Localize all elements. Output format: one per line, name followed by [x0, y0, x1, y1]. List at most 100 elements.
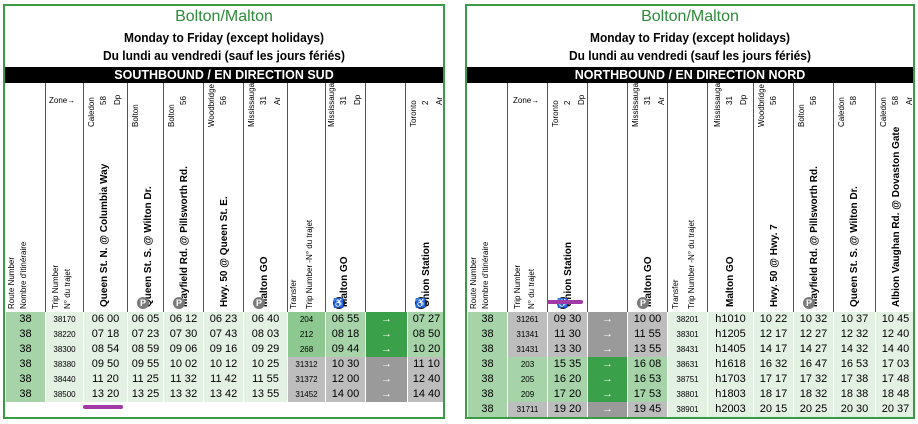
- table-cell: 10 20: [407, 342, 443, 357]
- table-cell: 17 17: [753, 372, 793, 387]
- table-cell: 31711: [507, 402, 547, 417]
- header-column: [507, 83, 547, 312]
- header-column: [667, 83, 707, 312]
- table-cell: 09 50: [83, 357, 127, 372]
- table-cell: 11 30: [547, 327, 587, 342]
- table-cell: 14 27: [793, 342, 833, 357]
- stop-dp-ar: Dp: [113, 94, 122, 105]
- table-cell: 38301: [667, 327, 707, 342]
- transfer-label: Transfer: [289, 279, 298, 310]
- table-cell: h1803: [707, 387, 753, 402]
- table-cell: 08 59: [127, 342, 163, 357]
- table-cell: 31341: [507, 327, 547, 342]
- table-cell: 10 22: [753, 312, 793, 327]
- table-cell: 10 00: [627, 312, 667, 327]
- timetable-header: Route Number Nombre d'itinéraire Zone→ Trip…: [467, 83, 913, 313]
- table-cell: 09 55: [127, 357, 163, 372]
- stop-name: Queen St. S. @ Wilton Dr.: [849, 186, 860, 307]
- table-cell: 204: [287, 312, 325, 327]
- table-cell: 19 45: [627, 402, 667, 417]
- table-cell: 18 17: [753, 387, 793, 402]
- table-cell: h1703: [707, 372, 753, 387]
- table-cell: 08 54: [83, 342, 127, 357]
- table-cell: 10 37: [833, 312, 875, 327]
- stop-dp-ar: Dp: [577, 94, 586, 105]
- header-column: [753, 83, 793, 312]
- table-cell: 10 32: [793, 312, 833, 327]
- stop-municipality: Toronto: [409, 100, 418, 127]
- table-cell: 31312: [287, 357, 325, 372]
- stop-municipality: Mississauga: [247, 82, 256, 127]
- transfer-trip-label: Trip Number -N° du trajet: [305, 219, 314, 309]
- service-days: Monday to Friday (except holidays): [589, 30, 791, 45]
- table-cell: 17 20: [547, 387, 587, 402]
- stop-zone: 2: [421, 100, 430, 105]
- header-column: [875, 83, 913, 312]
- table-cell: 13 30: [547, 342, 587, 357]
- transfer-arrow: →: [365, 387, 407, 402]
- table-cell: h1205: [707, 327, 753, 342]
- stop-municipality: Mississauga: [631, 82, 640, 127]
- header-column: [83, 83, 127, 312]
- table-cell: 38: [5, 387, 45, 402]
- service-days-fr: Du lundi au vendredi (sauf les jours fér…: [569, 48, 811, 63]
- stop-dp-ar: Ar: [905, 97, 914, 105]
- table-cell: 203: [507, 357, 547, 372]
- stop-name: Queen St. N. @ Columbia Way: [99, 163, 110, 307]
- header-column: [547, 83, 587, 312]
- header-column: [627, 83, 667, 312]
- table-cell: h2003: [707, 402, 753, 417]
- table-cell: 18 32: [793, 387, 833, 402]
- table-cell: 38801: [667, 387, 707, 402]
- table-row: 38 38380 09 50 09 55 10 02 10 12 10 25 31312 10 …: [5, 357, 443, 372]
- table-cell: 14 00: [325, 387, 365, 402]
- table-cell: 205: [507, 372, 547, 387]
- table-cell: 10 12: [203, 357, 243, 372]
- trip-number-label-fr: N° du trajet: [527, 268, 536, 309]
- table-cell: 12 00: [325, 372, 365, 387]
- transfer-arrow: →: [365, 357, 407, 372]
- table-cell: 06 40: [243, 312, 287, 327]
- stop-municipality: Bolton: [167, 104, 176, 127]
- table-cell: 38631: [667, 357, 707, 372]
- transfer-arrow: →: [587, 327, 627, 342]
- table-cell: 12 17: [753, 327, 793, 342]
- table-cell: 10 25: [243, 357, 287, 372]
- stop-zone: 56: [809, 96, 818, 105]
- table-cell: h1618: [707, 357, 753, 372]
- service-days: Monday to Friday (except holidays): [123, 30, 325, 45]
- stop-dp-ar: Ar: [657, 97, 666, 105]
- table-cell: 12 32: [833, 327, 875, 342]
- stop-zone: 56: [179, 96, 188, 105]
- table-cell: 38: [467, 312, 507, 327]
- stop-dp-ar: Dp: [739, 94, 748, 105]
- table-cell: 12 40: [875, 327, 913, 342]
- stop-zone: 31: [643, 96, 652, 105]
- table-cell: 31372: [287, 372, 325, 387]
- table-cell: 12 40: [407, 372, 443, 387]
- stop-dp-ar: Ar: [273, 97, 282, 105]
- table-cell: 10 02: [163, 357, 203, 372]
- transfer-arrow: →: [365, 327, 407, 342]
- zone-label: Zone→: [513, 96, 540, 105]
- table-cell: 09 06: [163, 342, 203, 357]
- table-cell: 14 40: [875, 342, 913, 357]
- table-cell: 14 17: [753, 342, 793, 357]
- header-column: [325, 83, 365, 312]
- direction-bar: SOUTHBOUND / EN DIRECTION SUD: [5, 67, 443, 83]
- table-row: 38 38440 11 20 11 25 11 32 11 42 11 55 31372 12 …: [5, 372, 443, 387]
- table-cell: 11 55: [243, 372, 287, 387]
- stop-municipality: Bolton: [797, 104, 806, 127]
- table-row: 38 31711 19 20 → 19 45 38901 h2003 20 15 20 25 20…: [467, 402, 913, 417]
- stop-name: Queen St. S. @ Wilton Dr.: [143, 186, 154, 307]
- table-cell: 38: [467, 372, 507, 387]
- table-cell: 38380: [45, 357, 83, 372]
- table-cell: 31261: [507, 312, 547, 327]
- header-column: [127, 83, 163, 312]
- table-cell: 20 15: [753, 402, 793, 417]
- table-row: 38 38300 08 54 08 59 09 06 09 16 09 29 268 09 44…: [5, 342, 443, 357]
- table-cell: 06 23: [203, 312, 243, 327]
- table-cell: 16 47: [793, 357, 833, 372]
- highlight-mark: [83, 405, 123, 409]
- table-cell: 11 55: [627, 327, 667, 342]
